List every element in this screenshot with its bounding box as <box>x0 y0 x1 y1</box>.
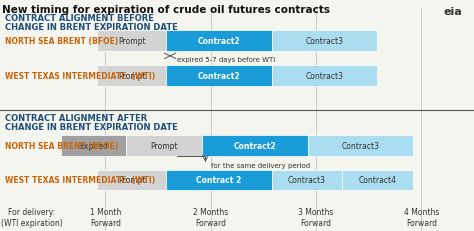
Text: 4 Months
Forward: 4 Months Forward <box>404 207 439 227</box>
Text: WEST TEXAS INTERMEDIATE  (WTI): WEST TEXAS INTERMEDIATE (WTI) <box>5 176 155 185</box>
FancyBboxPatch shape <box>342 170 413 191</box>
Text: eia: eia <box>444 7 462 17</box>
Text: 3 Months
Forward: 3 Months Forward <box>298 207 334 227</box>
Text: Prompt: Prompt <box>118 37 146 46</box>
Text: expired 5-7 days before WTI: expired 5-7 days before WTI <box>177 57 275 63</box>
Text: Prompt: Prompt <box>151 141 178 150</box>
Text: Contract2: Contract2 <box>198 37 240 46</box>
FancyBboxPatch shape <box>166 66 272 87</box>
FancyBboxPatch shape <box>127 135 202 156</box>
Text: CONTRACT ALIGNMENT BEFORE: CONTRACT ALIGNMENT BEFORE <box>5 14 154 23</box>
FancyBboxPatch shape <box>97 31 166 52</box>
Text: Contract3: Contract3 <box>305 72 344 81</box>
FancyBboxPatch shape <box>61 135 127 156</box>
Text: Contract3: Contract3 <box>288 176 326 185</box>
Text: 2 Months
Forward: 2 Months Forward <box>193 207 228 227</box>
FancyBboxPatch shape <box>97 66 166 87</box>
FancyBboxPatch shape <box>166 31 272 52</box>
Text: NORTH SEA BRENT (BFOE): NORTH SEA BRENT (BFOE) <box>5 141 118 150</box>
FancyBboxPatch shape <box>272 66 377 87</box>
Text: CONTRACT ALIGNMENT AFTER: CONTRACT ALIGNMENT AFTER <box>5 113 147 122</box>
Text: Contract2: Contract2 <box>198 72 240 81</box>
Text: Expired: Expired <box>79 141 108 150</box>
Text: Contract2: Contract2 <box>234 141 276 150</box>
Text: for the same delivery period: for the same delivery period <box>210 162 310 168</box>
Text: WEST TEXAS INTERMEDIATE  (WTI): WEST TEXAS INTERMEDIATE (WTI) <box>5 72 155 81</box>
Text: Contract 2: Contract 2 <box>196 176 242 185</box>
Text: NORTH SEA BRENT (BFOE): NORTH SEA BRENT (BFOE) <box>5 37 118 46</box>
FancyBboxPatch shape <box>272 170 342 191</box>
FancyBboxPatch shape <box>272 31 377 52</box>
Text: Prompt: Prompt <box>118 176 146 185</box>
Text: CHANGE IN BRENT EXPIRATION DATE: CHANGE IN BRENT EXPIRATION DATE <box>5 23 178 32</box>
Text: Contract4: Contract4 <box>359 176 397 185</box>
Text: Prompt: Prompt <box>118 72 146 81</box>
Text: CHANGE IN BRENT EXPIRATION DATE: CHANGE IN BRENT EXPIRATION DATE <box>5 123 178 131</box>
Text: New timing for expiration of crude oil futures contracts: New timing for expiration of crude oil f… <box>2 5 330 15</box>
FancyBboxPatch shape <box>97 170 166 191</box>
FancyBboxPatch shape <box>202 135 308 156</box>
Text: For delivery:
(WTI expiration): For delivery: (WTI expiration) <box>1 207 63 227</box>
FancyBboxPatch shape <box>308 135 413 156</box>
Text: Contract3: Contract3 <box>341 141 379 150</box>
Text: 1 Month
Forward: 1 Month Forward <box>90 207 121 227</box>
FancyBboxPatch shape <box>166 170 272 191</box>
Text: Contract3: Contract3 <box>305 37 344 46</box>
